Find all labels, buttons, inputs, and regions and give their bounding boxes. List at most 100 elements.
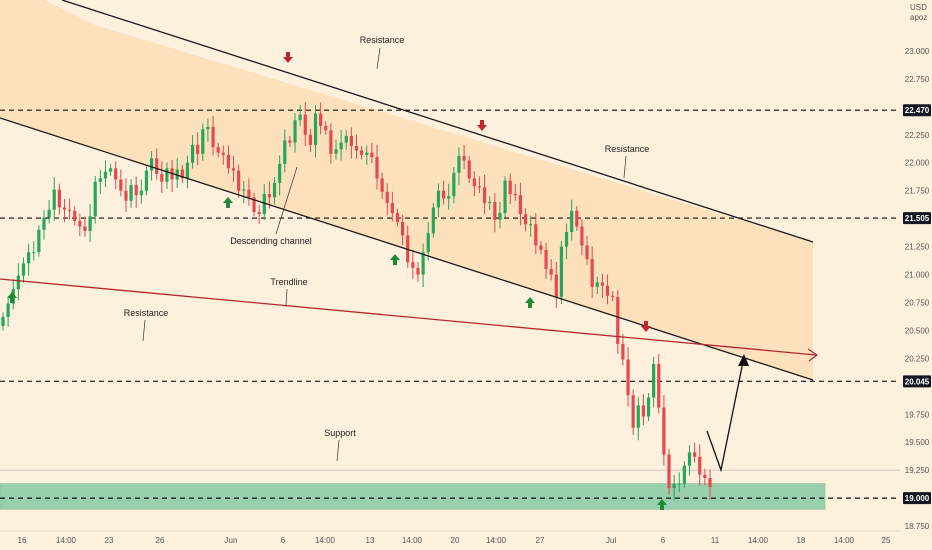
candle-body xyxy=(103,171,108,179)
candle-body xyxy=(600,282,605,286)
candle-body xyxy=(216,147,220,153)
candle-body xyxy=(421,252,425,275)
candle-body xyxy=(590,258,594,287)
x-tick-label: 14:00 xyxy=(486,536,507,545)
candle-body xyxy=(257,211,261,215)
y-tick-label: 21.750 xyxy=(905,187,930,196)
candle-body xyxy=(436,190,441,208)
x-tick-label: 23 xyxy=(105,536,114,545)
candle-body xyxy=(68,209,72,211)
candle-body xyxy=(313,113,318,145)
candle-body xyxy=(482,187,487,203)
y-tick-label: 20.250 xyxy=(905,354,930,363)
candle-body xyxy=(42,217,46,230)
candle-body xyxy=(708,478,712,487)
up-arrow-icon xyxy=(7,292,17,303)
candle-body xyxy=(390,202,394,214)
candle-body xyxy=(319,113,323,126)
candle-body xyxy=(78,220,82,227)
candle-body xyxy=(667,454,671,489)
up-arrow-icon xyxy=(390,254,400,265)
x-tick-label: 6 xyxy=(661,536,666,545)
x-tick-label: 14:00 xyxy=(56,536,77,545)
candle-body xyxy=(370,152,374,158)
candle-body xyxy=(641,405,645,417)
candle-body xyxy=(262,194,266,215)
candle-body xyxy=(616,296,620,344)
candle-body xyxy=(73,210,77,221)
candle-body xyxy=(626,359,630,396)
candle-body xyxy=(703,474,707,479)
candle-body xyxy=(329,130,333,154)
y-axis-background xyxy=(900,0,932,550)
x-tick-label: 14:00 xyxy=(402,536,423,545)
candle-body xyxy=(431,207,435,234)
annotation-pointer xyxy=(285,288,288,307)
annotation-pointer xyxy=(275,166,298,235)
lines-layer xyxy=(0,0,819,473)
annotation-pointer xyxy=(336,439,340,462)
annotation-label: Descending channel xyxy=(230,236,312,246)
x-tick-label: Jul xyxy=(606,536,616,545)
candle-body xyxy=(93,181,97,217)
candle-body xyxy=(611,295,615,297)
candle-body xyxy=(539,245,543,250)
up-arrow-icon xyxy=(223,197,233,208)
x-tick-label: 20 xyxy=(451,536,460,545)
candle-body xyxy=(508,180,512,195)
price-level-tag xyxy=(903,375,931,388)
y-tick-label: 22.000 xyxy=(905,159,930,168)
candle-body xyxy=(1,317,5,326)
candle-body xyxy=(139,190,143,196)
candle-body xyxy=(354,145,359,151)
candle-body xyxy=(411,262,415,268)
candle-body xyxy=(267,194,272,198)
candle-body xyxy=(206,126,210,130)
candle-body xyxy=(344,135,348,143)
channel-lower-line xyxy=(0,117,814,381)
channel-upper-line xyxy=(61,0,814,243)
projection-arrowhead xyxy=(738,354,749,366)
candle-body xyxy=(83,226,87,231)
candle-body xyxy=(472,178,476,187)
y-tick-label: 22.750 xyxy=(905,75,930,84)
candle-body xyxy=(349,135,353,146)
candle-body xyxy=(6,303,10,318)
candle-body xyxy=(447,196,451,199)
candle-body xyxy=(477,186,482,188)
candle-body xyxy=(201,129,205,154)
candle-body xyxy=(32,252,36,254)
candle-body xyxy=(37,229,41,253)
annotation-pointer xyxy=(623,155,627,179)
candle-body xyxy=(698,456,702,475)
candle-body xyxy=(27,252,31,264)
annotation-label: Resistance xyxy=(605,144,650,154)
candle-body xyxy=(462,156,466,161)
candle-body xyxy=(155,158,159,174)
candle-body xyxy=(488,201,492,203)
candle-body xyxy=(580,226,584,246)
candle-body xyxy=(98,178,102,182)
candle-body xyxy=(21,263,26,276)
candle-body xyxy=(298,114,302,121)
y-tick-label: 19.250 xyxy=(905,466,930,475)
candle-body xyxy=(554,274,558,297)
candle-body xyxy=(672,483,676,489)
x-tick-label: 16 xyxy=(18,536,27,545)
candle-body xyxy=(518,195,523,215)
candle-body xyxy=(149,158,154,171)
candle-body xyxy=(252,197,256,212)
candle-body xyxy=(88,216,92,231)
candle-body xyxy=(57,189,61,208)
currency-label: USD xyxy=(910,3,927,12)
candle-body xyxy=(339,142,343,150)
candle-body xyxy=(452,172,456,197)
candle-body xyxy=(677,483,681,485)
candle-body xyxy=(114,168,118,180)
price-level-tag-label: 21.505 xyxy=(905,214,930,223)
annotation-label: Trendline xyxy=(270,277,307,287)
arrows-layer xyxy=(7,52,667,510)
candle-body xyxy=(662,407,666,455)
